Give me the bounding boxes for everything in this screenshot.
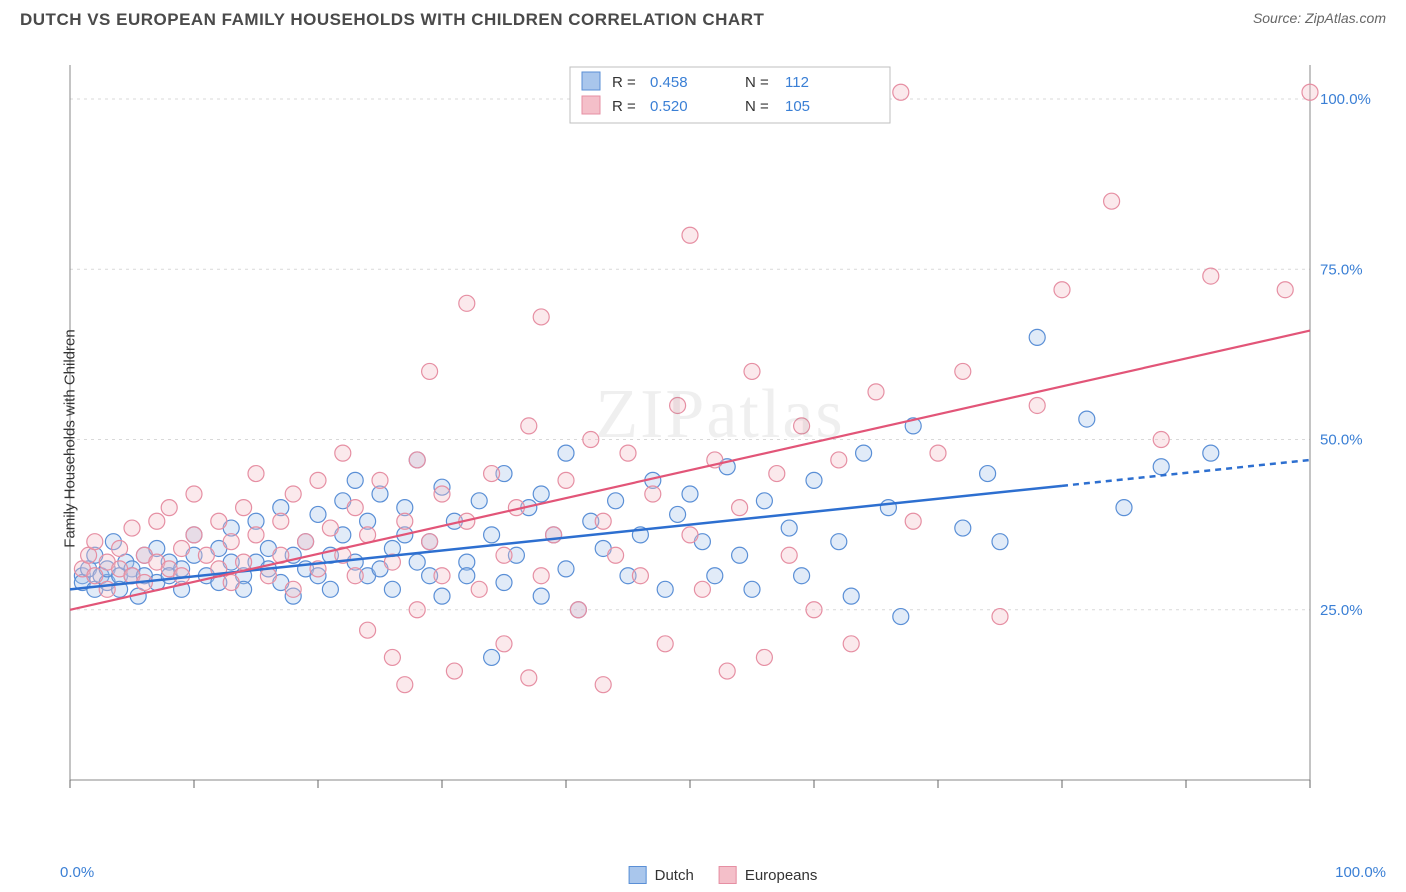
x-axis-labels: 0.0% Dutch Europeans 100.0% bbox=[60, 852, 1386, 892]
legend-label-europeans: Europeans bbox=[745, 867, 818, 884]
svg-text:R =: R = bbox=[612, 74, 636, 91]
source-label: Source: bbox=[1253, 10, 1305, 26]
svg-text:50.0%: 50.0% bbox=[1320, 432, 1363, 449]
legend-label-dutch: Dutch bbox=[655, 867, 694, 884]
legend-swatch-dutch bbox=[629, 866, 647, 884]
svg-text:0.458: 0.458 bbox=[650, 74, 688, 91]
source-attribution: Source: ZipAtlas.com bbox=[1253, 10, 1386, 26]
chart-area: Family Households with Children 25.0% 50.… bbox=[60, 50, 1380, 810]
svg-text:75.0%: 75.0% bbox=[1320, 261, 1363, 278]
y-axis-label: Family Households with Children bbox=[62, 329, 79, 547]
legend-item-dutch: Dutch bbox=[629, 866, 694, 884]
legend-swatch-europeans bbox=[719, 866, 737, 884]
x-axis-max: 100.0% bbox=[1335, 864, 1386, 881]
svg-text:105: 105 bbox=[785, 98, 810, 115]
svg-text:0.520: 0.520 bbox=[650, 98, 688, 115]
x-axis-min: 0.0% bbox=[60, 864, 94, 881]
chart-header: DUTCH VS EUROPEAN FAMILY HOUSEHOLDS WITH… bbox=[0, 0, 1406, 35]
source-value: ZipAtlas.com bbox=[1305, 10, 1386, 26]
scatter-chart-svg: 25.0% 50.0% 75.0% 100.0% R = 0.458 N = 112 R = 0.… bbox=[60, 50, 1380, 810]
svg-text:112: 112 bbox=[785, 74, 809, 91]
svg-text:N =: N = bbox=[745, 98, 769, 115]
chart-title: DUTCH VS EUROPEAN FAMILY HOUSEHOLDS WITH… bbox=[20, 10, 764, 30]
legend-item-europeans: Europeans bbox=[719, 866, 818, 884]
bottom-legend: Dutch Europeans bbox=[629, 866, 818, 884]
svg-text:R =: R = bbox=[612, 98, 636, 115]
svg-text:N =: N = bbox=[745, 74, 769, 91]
svg-text:25.0%: 25.0% bbox=[1320, 602, 1363, 619]
svg-text:100.0%: 100.0% bbox=[1320, 91, 1371, 108]
